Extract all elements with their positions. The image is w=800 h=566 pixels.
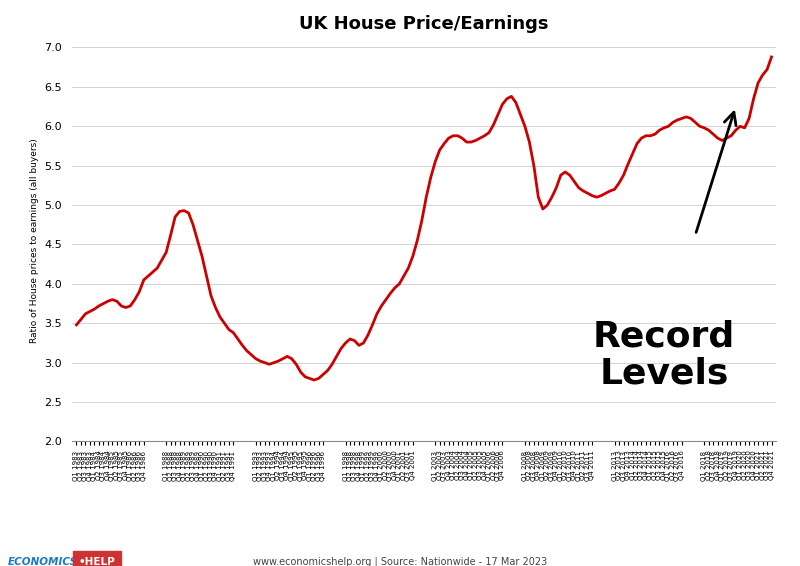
Text: www.economicshelp.org | Source: Nationwide - 17 Mar 2023: www.economicshelp.org | Source: Nationwi… — [253, 557, 547, 566]
Text: •HELP: •HELP — [78, 557, 115, 566]
Text: Record
Levels: Record Levels — [593, 319, 735, 390]
Title: UK House Price/Earnings: UK House Price/Earnings — [299, 15, 549, 32]
Text: ECONOMICS: ECONOMICS — [8, 557, 78, 566]
Y-axis label: Ratio of House prices to earnings (all buyers): Ratio of House prices to earnings (all b… — [30, 138, 39, 343]
